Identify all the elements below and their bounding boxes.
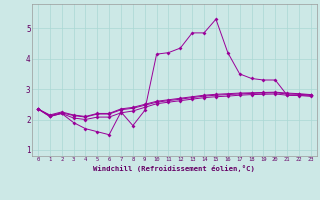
X-axis label: Windchill (Refroidissement éolien,°C): Windchill (Refroidissement éolien,°C)	[93, 165, 255, 172]
